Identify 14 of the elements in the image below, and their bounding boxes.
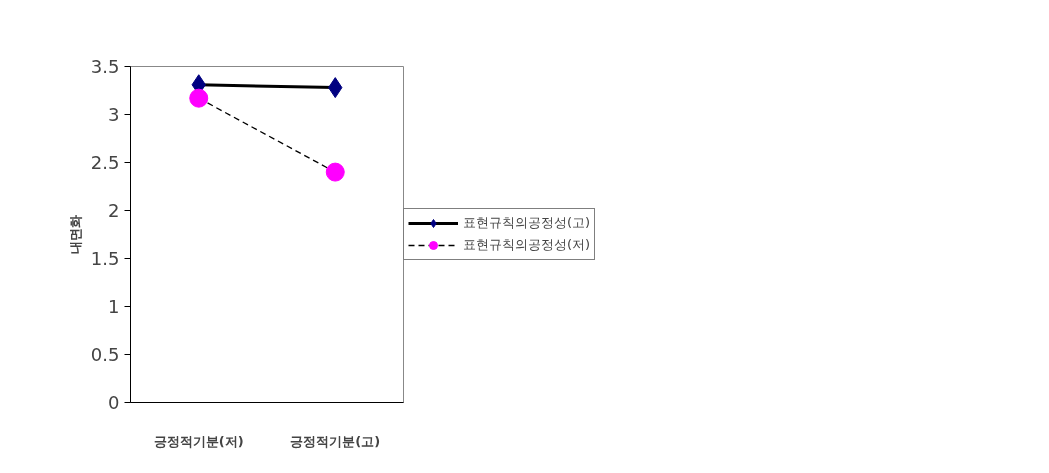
x-tick-label: 긍정적기분(저) <box>153 433 244 449</box>
y-tick-label: 1.5 <box>90 248 120 269</box>
y-tick-label: 3 <box>108 104 120 125</box>
point <box>325 162 345 182</box>
y-tick-label: 0.5 <box>90 344 120 365</box>
y-tick-label: 0 <box>108 392 120 413</box>
legend-label: 표현규칙의공정성(고) <box>463 214 591 232</box>
legend-label: 표현규칙의공정성(저) <box>463 236 591 254</box>
y-tick-label: 2 <box>108 200 120 221</box>
x-tick-label: 긍정적기분(고) <box>290 433 381 449</box>
y-axis-title: 내면화 <box>67 215 83 254</box>
y-tick-label: 1 <box>108 296 120 317</box>
y-tick-label: 2.5 <box>90 152 120 173</box>
y-tick-label: 3.5 <box>90 56 120 77</box>
